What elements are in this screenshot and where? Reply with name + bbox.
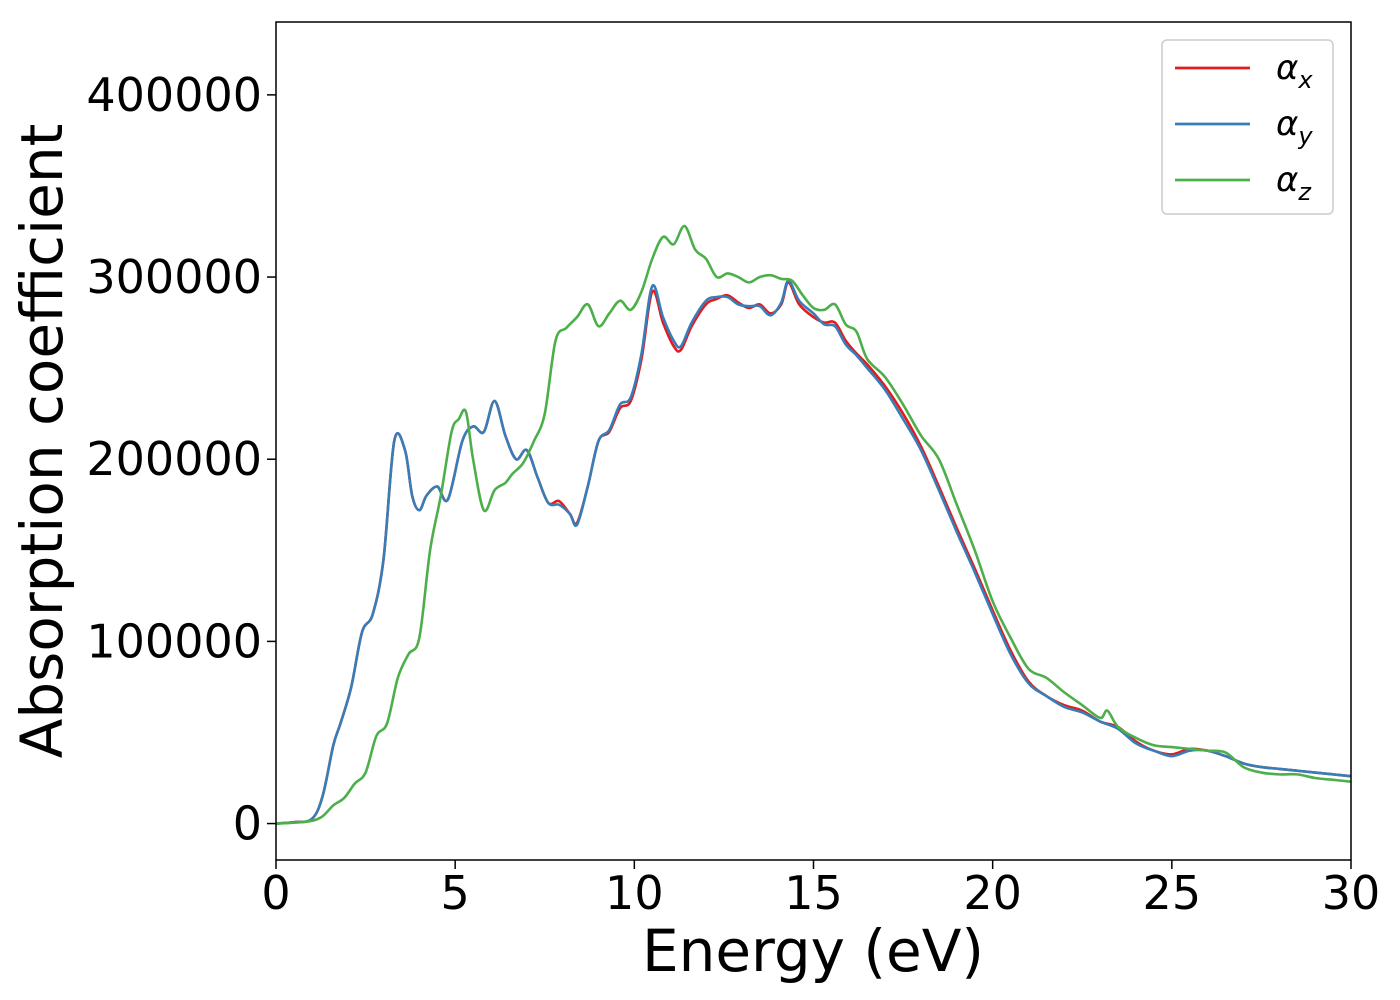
x-tick-label: 25 [1143, 866, 1202, 920]
y-tick-label: 100000 [86, 614, 262, 668]
y-tick-label: 400000 [86, 68, 262, 122]
legend: αx αy αz [1161, 39, 1334, 215]
series-line-z [275, 224, 1352, 825]
legend-box [1161, 39, 1334, 215]
y-tick-label: 200000 [86, 432, 262, 486]
x-tick-label: 5 [441, 866, 470, 920]
x-tick-label: 30 [1322, 866, 1381, 920]
x-tick-label: 15 [784, 866, 843, 920]
legend-label-z: αz [1276, 160, 1312, 206]
x-axis-label: Energy (eV) [642, 917, 984, 985]
x-tick-label: 0 [261, 866, 290, 920]
y-tick-label: 0 [233, 797, 262, 851]
x-tick-label: 10 [605, 866, 664, 920]
legend-label-y: αy [1276, 104, 1313, 150]
y-tick-label: 300000 [86, 250, 262, 304]
legend-label-x: αx [1276, 48, 1313, 94]
series-line-y [275, 279, 1352, 825]
x-axis: 0 5 10 15 20 25 30 [261, 860, 1380, 920]
y-axis: 0 100000 200000 300000 400000 [86, 68, 276, 851]
y-axis-label: Absorption coefficient [8, 124, 76, 759]
x-tick-label: 20 [963, 866, 1022, 920]
series-layer [275, 224, 1352, 825]
